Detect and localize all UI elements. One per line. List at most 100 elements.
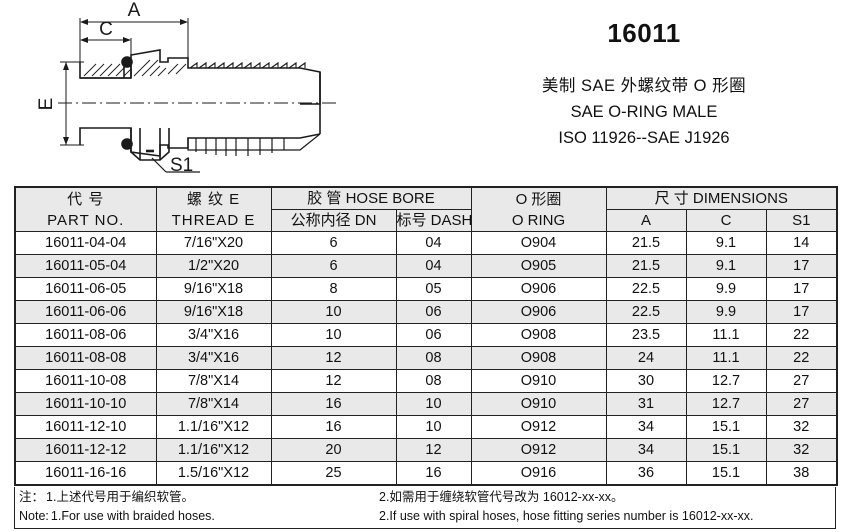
cell-c: 12.7 xyxy=(685,369,767,393)
cell-part-no: 16011-08-06 xyxy=(14,323,157,347)
cell-thread-e: 1.5/16"X12 xyxy=(155,461,272,486)
cell-a: 36 xyxy=(605,461,687,486)
table-row: 16011-04-04 7/16"X20 6 04 O904 21.5 9.1 14 xyxy=(14,231,838,255)
cell-o-ring: O904 xyxy=(470,231,607,255)
cell-dash: 06 xyxy=(395,300,472,324)
col-header-o-ring-en: O RING xyxy=(511,211,566,229)
dim-s1-label: S1 xyxy=(170,155,193,176)
cell-c: 15.1 xyxy=(685,438,767,462)
cell-c: 15.1 xyxy=(685,415,767,439)
cell-dn: 10 xyxy=(270,300,397,324)
s1-leader-line xyxy=(151,157,200,173)
cell-s1: 27 xyxy=(765,369,838,393)
cell-dash: 10 xyxy=(395,392,472,416)
cell-dash: 08 xyxy=(395,346,472,370)
footnote-en-first: Note: 1.For use with braided hoses. xyxy=(19,507,379,526)
cell-a: 21.5 xyxy=(605,254,687,278)
col-header-a: A xyxy=(605,209,687,232)
table-row: 16011-16-16 1.5/16"X12 25 16 O916 36 15.1 38 xyxy=(14,461,838,486)
cell-dn: 16 xyxy=(270,392,397,416)
cell-thread-e: 3/4"X16 xyxy=(155,323,272,347)
footnote-cn-label: 注： xyxy=(19,490,45,504)
footnote-row-english: Note: 1.For use with braided hoses. 2.If … xyxy=(19,507,831,526)
col-header-dash: 标号 DASH xyxy=(395,209,472,232)
hose-barb-ribs-lower xyxy=(187,133,321,156)
cell-c: 9.9 xyxy=(685,277,767,301)
cell-a: 34 xyxy=(605,438,687,462)
specification-table-wrap: 代 号 PART NO. 螺 纹 E THREAD E 胶 管 HOSE BOR… xyxy=(14,186,838,486)
hose-barb-teeth-upper xyxy=(189,61,306,69)
cell-a: 22.5 xyxy=(605,277,687,301)
footnote-cn-first: 注： 1.上述代号用于编织软管。 xyxy=(19,488,379,507)
col-header-dn: 公称内径 DN xyxy=(270,209,397,232)
col-header-c: C xyxy=(685,209,767,232)
cell-thread-e: 1/2"X20 xyxy=(155,254,272,278)
cell-part-no: 16011-16-16 xyxy=(14,461,157,486)
description-english: SAE O-RING MALE xyxy=(570,103,718,121)
dimension-c xyxy=(79,30,132,62)
col-header-thread-e-en: THREAD E xyxy=(171,211,256,229)
cell-o-ring: O912 xyxy=(470,415,607,439)
cell-dash: 04 xyxy=(395,254,472,278)
cell-part-no: 16011-05-04 xyxy=(14,254,157,278)
col-header-part-no-en: PART NO. xyxy=(47,211,125,229)
footnote-cn-item2: 2.如需用于缠绕软管代号改为 16012-xx-xx。 xyxy=(379,490,624,504)
cell-part-no: 16011-08-08 xyxy=(14,346,157,370)
footnote-cn-item1: 1.上述代号用于编织软管。 xyxy=(46,490,194,504)
description-block: 美制 SAE 外螺纹带 O 形圈 SAE O-RING MALE ISO 119… xyxy=(440,73,848,151)
cell-dn: 6 xyxy=(270,231,397,255)
footnote-en-label: Note: xyxy=(19,509,49,523)
cell-dn: 8 xyxy=(270,277,397,301)
table-row: 16011-10-08 7/8"X14 12 08 O910 30 12.7 27 xyxy=(14,369,838,393)
col-header-o-ring: O 形圈 O RING xyxy=(470,186,607,232)
cell-s1: 22 xyxy=(765,323,838,347)
fitting-cross-section-svg: A C E S1 xyxy=(36,0,340,176)
table-row: 16011-08-06 3/4"X16 10 06 O908 23.5 11.1 22 xyxy=(14,323,838,347)
cell-a: 21.5 xyxy=(605,231,687,255)
cell-s1: 32 xyxy=(765,438,838,462)
dim-a-label: A xyxy=(128,0,141,21)
cell-dn: 12 xyxy=(270,369,397,393)
cell-part-no: 16011-04-04 xyxy=(14,231,157,255)
cell-c: 11.1 xyxy=(685,323,767,347)
cell-s1: 17 xyxy=(765,300,838,324)
o-ring-upper xyxy=(121,56,133,68)
footnote-row-chinese: 注： 1.上述代号用于编织软管。 2.如需用于缠绕软管代号改为 16012-xx-… xyxy=(19,488,831,507)
cell-thread-e: 1.1/16"X12 xyxy=(155,438,272,462)
dim-e-label: E xyxy=(36,98,57,111)
cell-dash: 05 xyxy=(395,277,472,301)
cell-dn: 16 xyxy=(270,415,397,439)
footnote-en-item2: 2.If use with spiral hoses, hose fitting… xyxy=(379,509,754,523)
table-head: 代 号 PART NO. 螺 纹 E THREAD E 胶 管 HOSE BOR… xyxy=(14,186,838,232)
cell-thread-e: 9/16"X18 xyxy=(155,277,272,301)
cell-s1: 17 xyxy=(765,254,838,278)
col-header-thread-e: 螺 纹 E THREAD E xyxy=(155,186,272,232)
table-row: 16011-10-10 7/8"X14 16 10 O910 31 12.7 27 xyxy=(14,392,838,416)
cell-dash: 06 xyxy=(395,323,472,347)
cell-c: 15.1 xyxy=(685,461,767,486)
cell-a: 34 xyxy=(605,415,687,439)
cell-thread-e: 9/16"X18 xyxy=(155,300,272,324)
cell-thread-e: 1.1/16"X12 xyxy=(155,415,272,439)
cell-o-ring: O908 xyxy=(470,346,607,370)
title-block: 16011 美制 SAE 外螺纹带 O 形圈 SAE O-RING MALE I… xyxy=(440,0,848,180)
cell-thread-e: 7/8"X14 xyxy=(155,369,272,393)
cell-c: 9.9 xyxy=(685,300,767,324)
cell-s1: 17 xyxy=(765,277,838,301)
cell-a: 23.5 xyxy=(605,323,687,347)
table-row: 16011-06-06 9/16"X18 10 06 O906 22.5 9.9 17 xyxy=(14,300,838,324)
table-body: 16011-04-04 7/16"X20 6 04 O904 21.5 9.1 14 16011… xyxy=(14,231,838,486)
table-row: 16011-05-04 1/2"X20 6 04 O905 21.5 9.1 17 xyxy=(14,254,838,278)
top-section: A C E S1 16011 美制 SAE 外螺纹带 O 形圈 SAE O-RI… xyxy=(0,0,848,180)
cell-part-no: 16011-10-10 xyxy=(14,392,157,416)
cell-o-ring: O912 xyxy=(470,438,607,462)
col-header-dimensions: 尺 寸 DIMENSIONS xyxy=(605,186,838,210)
cell-dash: 08 xyxy=(395,369,472,393)
cell-dash: 12 xyxy=(395,438,472,462)
hex-nut xyxy=(130,128,170,161)
table-row: 16011-12-10 1.1/16"X12 16 10 O912 34 15.1 32 xyxy=(14,415,838,439)
cell-part-no: 16011-06-06 xyxy=(14,300,157,324)
cell-part-no: 16011-12-12 xyxy=(14,438,157,462)
cell-o-ring: O910 xyxy=(470,369,607,393)
cell-dash: 04 xyxy=(395,231,472,255)
